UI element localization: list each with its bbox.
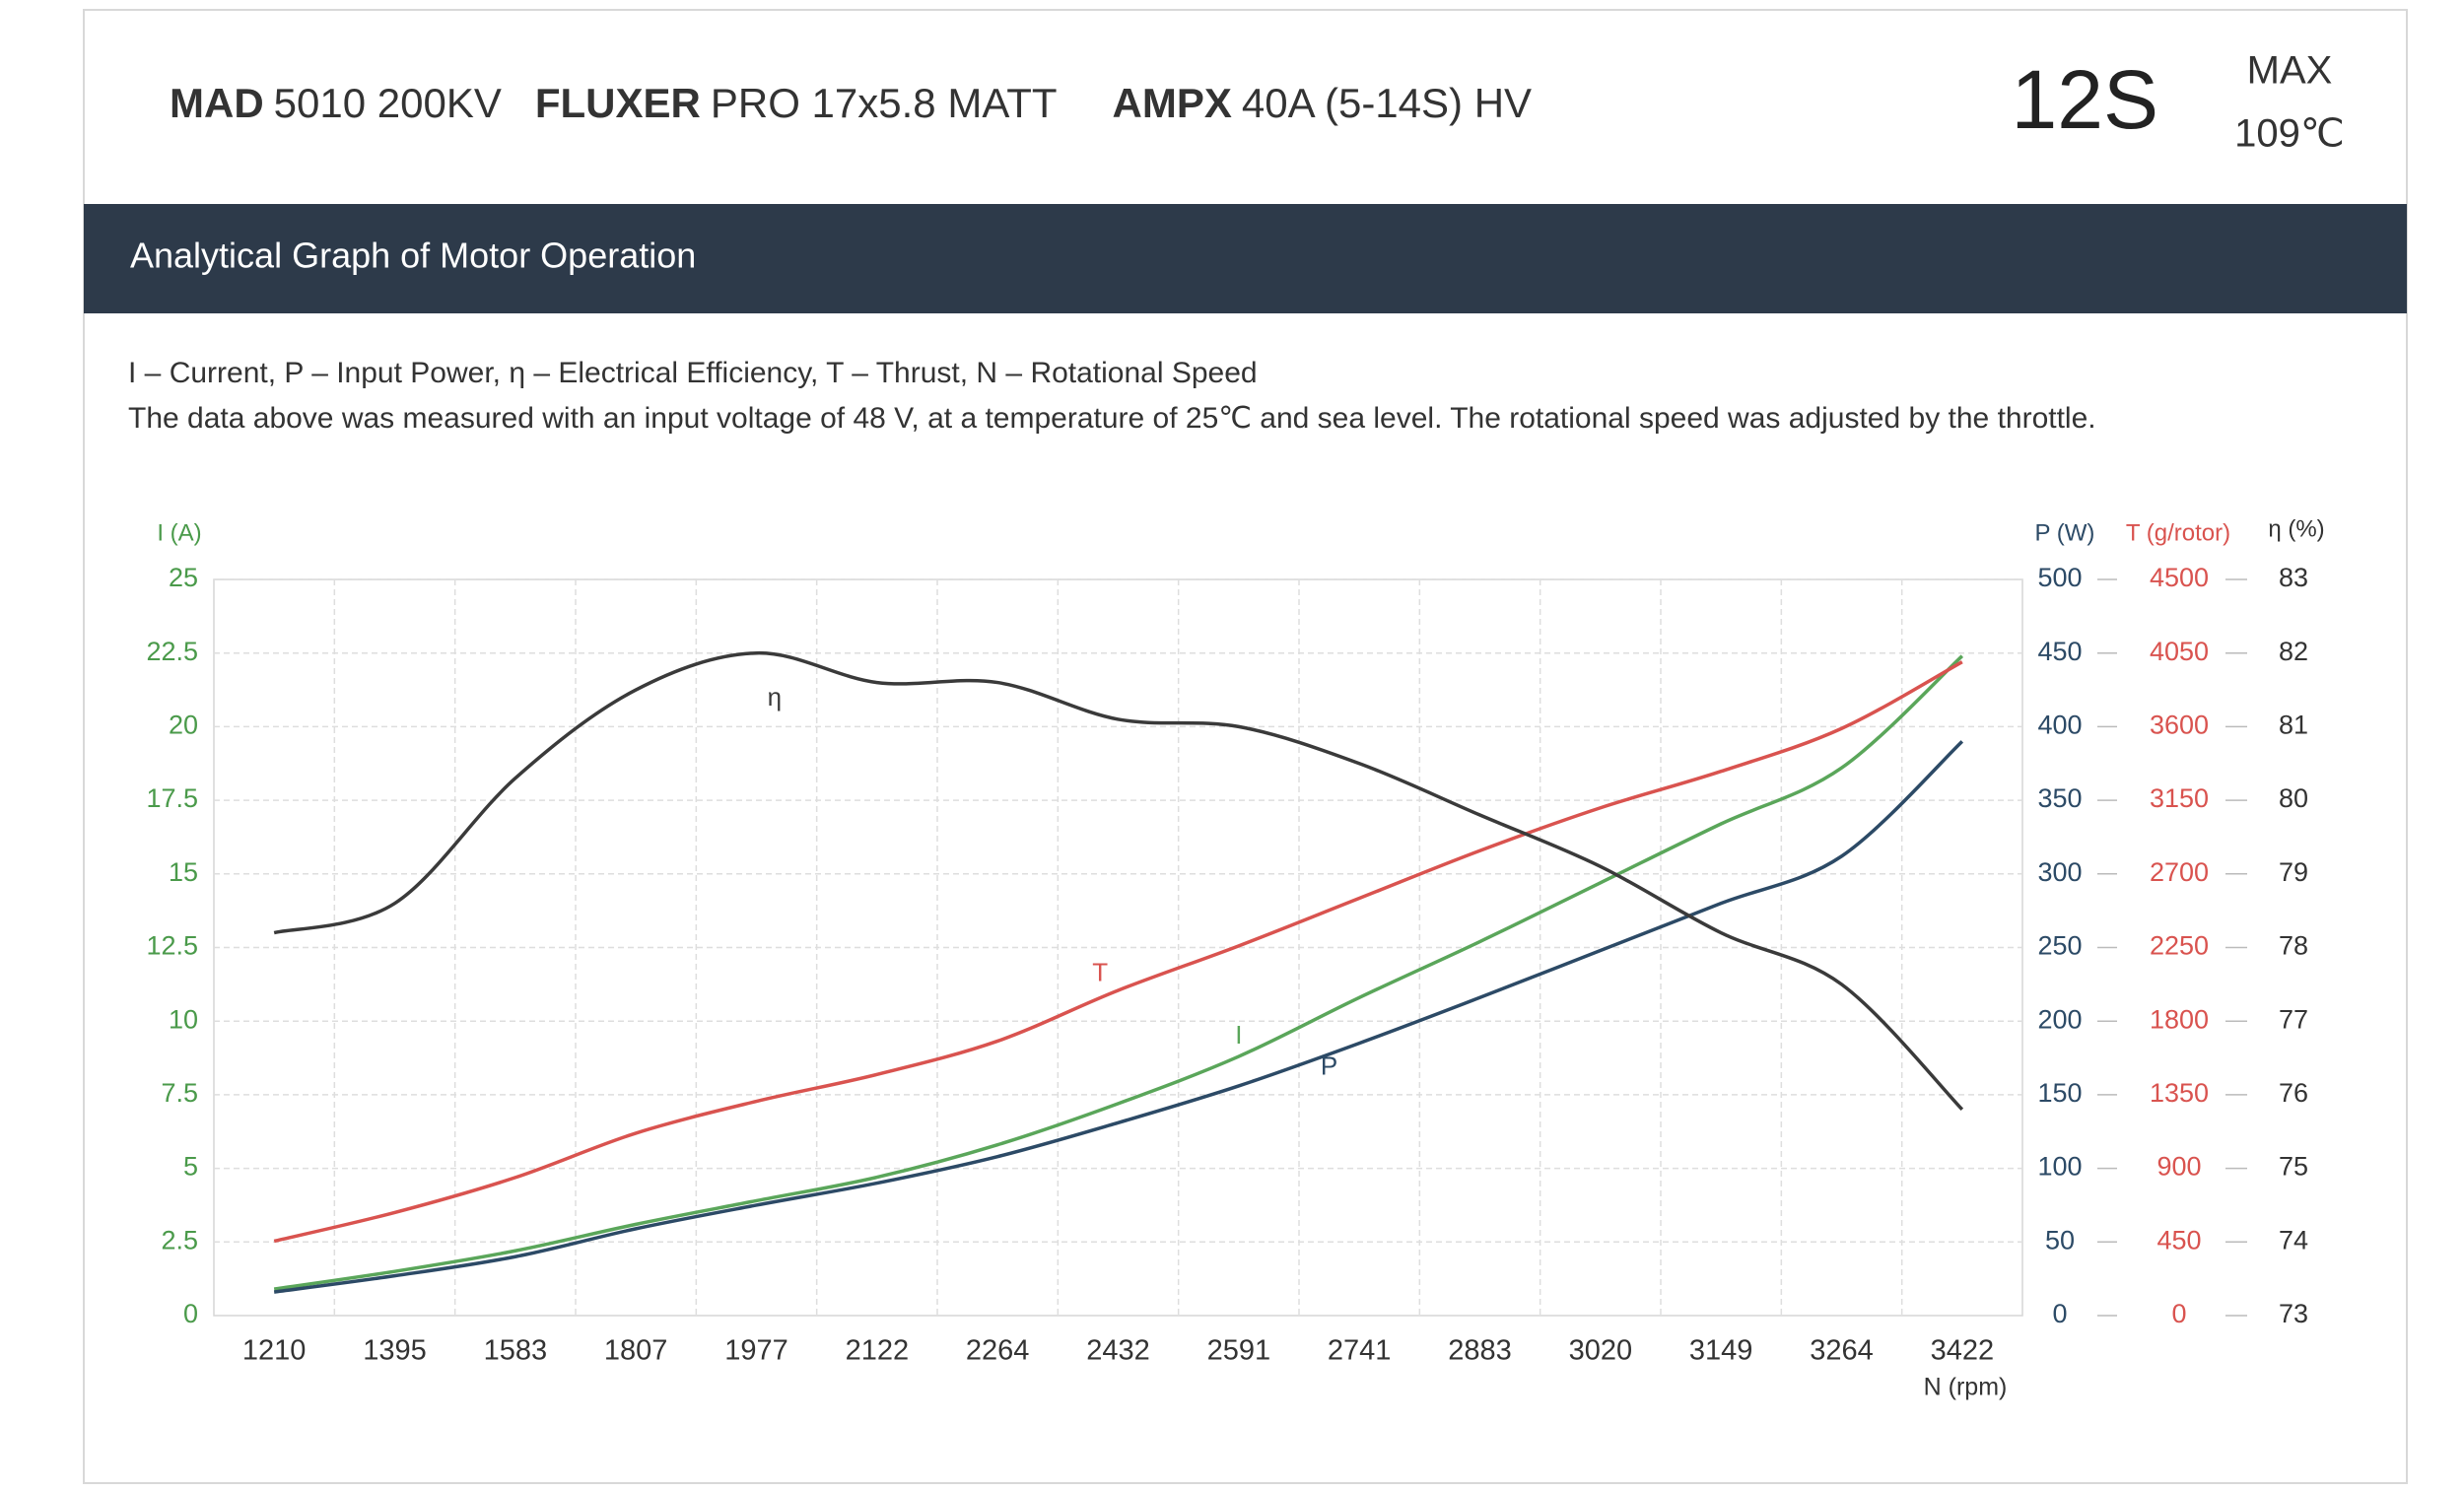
- tick-label: 73: [2279, 1299, 2308, 1328]
- tick-label: 22.5: [146, 637, 198, 666]
- tick-label: 350: [2037, 783, 2082, 813]
- x-tick-label: 2883: [1448, 1335, 1512, 1367]
- series-line: [273, 660, 1963, 1244]
- x-tick-label: 1395: [363, 1335, 427, 1367]
- axis-title: P (W): [2035, 519, 2095, 546]
- tick-label: 80: [2279, 783, 2308, 813]
- tick-label: 74: [2279, 1225, 2308, 1254]
- x-tick-label: 2264: [966, 1335, 1030, 1367]
- tick-label: 12.5: [146, 931, 198, 961]
- tick-label: 4050: [2150, 637, 2209, 666]
- axis-title: T (g/rotor): [2126, 519, 2230, 546]
- tick-label: 1800: [2150, 1004, 2209, 1034]
- model: PRO 17x5.8 MATT: [711, 80, 1058, 126]
- section-banner: [84, 204, 2407, 313]
- axis-title: I (A): [157, 519, 201, 546]
- tick-label: 50: [2045, 1225, 2075, 1254]
- axis-title: η (%): [2268, 515, 2324, 542]
- x-tick-label: 2591: [1207, 1335, 1271, 1367]
- x-tick-label: 2432: [1086, 1335, 1150, 1367]
- note: The data above was measured with an inpu…: [128, 402, 2096, 435]
- cells: 12S: [2012, 53, 2158, 146]
- series-label: T: [1092, 958, 1108, 987]
- tick-label: 20: [169, 711, 198, 740]
- model: 40A (5-14S) HV: [1242, 80, 1532, 126]
- tick-label: 0: [2171, 1299, 2186, 1328]
- series-line: [273, 650, 1964, 1112]
- tick-label: 79: [2279, 857, 2308, 887]
- tick-label: 300: [2037, 857, 2082, 887]
- tick-label: 15: [169, 857, 198, 887]
- tick-label: 2700: [2150, 857, 2209, 887]
- series-line: [273, 740, 1964, 1294]
- tick-label: 400: [2037, 711, 2082, 740]
- tick-label: 7.5: [161, 1078, 198, 1108]
- tick-label: 81: [2279, 711, 2308, 740]
- tick-label: 78: [2279, 931, 2308, 961]
- tick-label: 450: [2037, 637, 2082, 666]
- x-tick-label: 1583: [484, 1335, 548, 1367]
- tick-label: 4500: [2150, 563, 2209, 592]
- max-label: MAX: [2247, 49, 2333, 93]
- tick-label: 77: [2279, 1004, 2308, 1034]
- tick-label: 0: [2052, 1299, 2067, 1328]
- tick-label: 2.5: [161, 1225, 198, 1254]
- note: I – Current, P – Input Power, η – Electr…: [128, 357, 1258, 389]
- tick-label: 250: [2037, 931, 2082, 961]
- tick-label: 1350: [2150, 1078, 2209, 1108]
- tick-label: 75: [2279, 1152, 2308, 1182]
- tick-label: 500: [2037, 563, 2082, 592]
- series-label: I: [1235, 1020, 1242, 1050]
- tick-label: 3150: [2150, 783, 2209, 813]
- x-tick-label: 1977: [724, 1335, 788, 1367]
- series-label: P: [1321, 1050, 1337, 1080]
- section-title: Analytical Graph of Motor Operation: [130, 236, 696, 276]
- series-label: η: [768, 682, 782, 712]
- x-tick-label: 3422: [1931, 1335, 1995, 1367]
- tick-label: 900: [2156, 1152, 2201, 1182]
- tick-label: 200: [2037, 1004, 2082, 1034]
- tick-label: 76: [2279, 1078, 2308, 1108]
- tick-label: 17.5: [146, 783, 198, 813]
- x-tick-label: 1210: [242, 1335, 307, 1367]
- tick-label: 0: [183, 1299, 198, 1328]
- tick-label: 5: [183, 1152, 198, 1182]
- tick-label: 150: [2037, 1078, 2082, 1108]
- tick-label: 10: [169, 1004, 198, 1034]
- tick-label: 82: [2279, 637, 2308, 666]
- brand: MAD: [170, 80, 264, 126]
- x-tick-label: 2122: [846, 1335, 910, 1367]
- tick-label: 100: [2037, 1152, 2082, 1182]
- brand: AMPX: [1113, 80, 1232, 126]
- x-tick-label: 1807: [604, 1335, 668, 1367]
- series-line: [273, 654, 1964, 1291]
- header-specs: MAD 5010 200KV FLUXER PRO 17x5.8 MATT AMPX 40…: [170, 80, 1532, 126]
- max-temp: 109℃: [2234, 112, 2345, 156]
- brand: FLUXER: [535, 80, 701, 126]
- x-tick-label: 3020: [1569, 1335, 1633, 1367]
- tick-label: 25: [169, 563, 198, 592]
- tick-label: 83: [2279, 563, 2308, 592]
- tick-label: 3600: [2150, 711, 2209, 740]
- x-tick-label: 3149: [1689, 1335, 1753, 1367]
- tick-label: 450: [2156, 1225, 2201, 1254]
- x-tick-label: 2741: [1328, 1335, 1392, 1367]
- x-axis-title: N (rpm): [1924, 1374, 2008, 1401]
- model: 5010 200KV: [274, 80, 502, 126]
- x-tick-label: 3264: [1810, 1335, 1874, 1367]
- tick-label: 2250: [2150, 931, 2209, 961]
